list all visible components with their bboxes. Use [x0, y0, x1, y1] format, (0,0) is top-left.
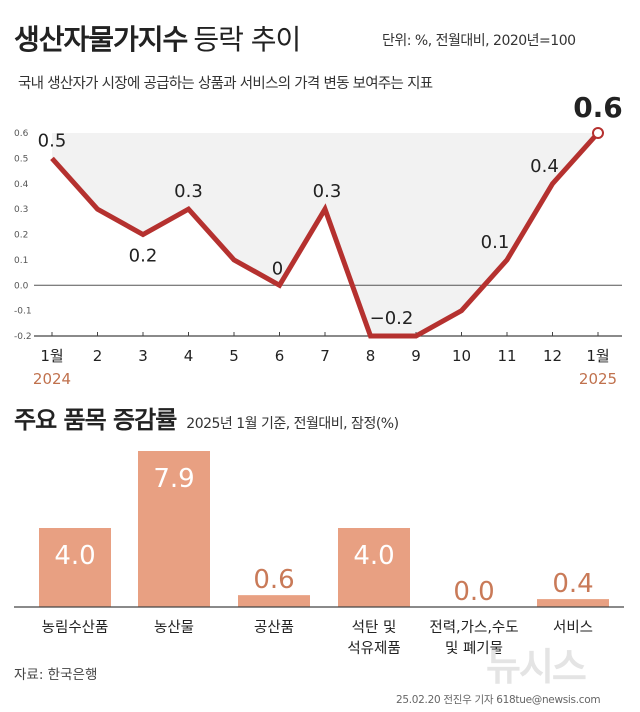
bar-category-label: 농산물 [154, 619, 194, 636]
bar-value-label: 0.4 [552, 569, 593, 599]
data-label: 0.4 [530, 156, 559, 177]
y-tick-label: -0.2 [14, 332, 32, 342]
x-tick-label: 11 [497, 347, 516, 365]
data-label: 0.1 [481, 232, 510, 253]
line-chart: 0.6 0.5 0.4 0.3 0.2 0.1 0.0 -0.1 -0.2 1월 2 3 4 5 6 7 8 9 1… [14, 91, 623, 388]
x-tick-label: 6 [275, 347, 285, 365]
bar-category-label: 전력,가스,수도 [429, 619, 518, 636]
bar-value-label: 4.0 [353, 541, 394, 571]
bar [338, 528, 410, 607]
title-suffix: 등락 추이 [193, 23, 301, 56]
bar-category-label: 석탄 및 [352, 619, 397, 636]
bar-category-label: 석유제품 [347, 640, 400, 657]
x-tick-label: 1월 [40, 347, 63, 365]
section2-title: 주요 품목 증감률 [14, 406, 177, 434]
bar-value-label: 0.6 [253, 565, 294, 595]
section2-note: 2025년 1월 기준, 전월대비, 잠정(%) [186, 416, 399, 432]
unit-note: 단위: %, 전월대비, 2020년=100 [382, 33, 576, 49]
x-tick-label: 1월 [586, 347, 609, 365]
data-label: −0.2 [370, 308, 414, 329]
source-note: 자료: 한국은행 [14, 667, 98, 683]
x-tick-label: 8 [366, 347, 376, 365]
title-main: 생산자물가지수 [14, 23, 188, 56]
x-tick-label: 9 [411, 347, 421, 365]
y-tick-label: 0.2 [14, 231, 28, 241]
y-tick-label: 0.3 [14, 205, 28, 215]
chart-subtitle: 국내 생산자가 시장에 공급하는 상품과 서비스의 가격 변동 보여주는 지표 [18, 76, 433, 92]
y-tick-label: 0.4 [14, 180, 29, 190]
x-tick-label: 4 [184, 347, 194, 365]
bar-category-label: 및 폐기물 [445, 640, 503, 657]
y-tick-label: 0.0 [14, 281, 29, 291]
year-label: 2025 [579, 370, 617, 388]
data-label: 0.2 [129, 246, 158, 267]
chart-title: 생산자물가지수 등락 추이 [14, 18, 301, 58]
series-line [50, 131, 600, 339]
y-tick-label: -0.1 [14, 307, 32, 317]
chart-area-fill [52, 133, 598, 336]
data-label: 0.3 [313, 181, 342, 202]
bar [39, 528, 111, 607]
watermark-logo: 뉴시스 [486, 645, 587, 689]
x-tick-label: 3 [138, 347, 148, 365]
x-tick-label: 12 [543, 347, 562, 365]
x-tick-label: 2 [93, 347, 103, 365]
x-tick-label: 5 [229, 347, 239, 365]
y-tick-label: 0.5 [14, 154, 28, 164]
data-label: 0 [272, 258, 283, 279]
bar [537, 599, 609, 607]
bar-category-label: 공산품 [254, 619, 294, 636]
bar [238, 595, 310, 607]
data-label: 0.5 [38, 130, 67, 151]
data-label: 0.6 [573, 91, 623, 124]
bar-value-label: 4.0 [54, 541, 95, 571]
bar-value-label: 0.0 [453, 577, 494, 607]
bar [138, 451, 210, 607]
bar-category-label: 서비스 [553, 619, 593, 636]
year-label: 2024 [33, 370, 71, 388]
credit-note: 25.02.20 전진우 기자 618tue@newsis.com [396, 694, 601, 706]
x-tick-label: 7 [320, 347, 330, 365]
y-tick-label: 0.1 [14, 256, 28, 266]
x-tick-label: 10 [452, 347, 471, 365]
y-tick-label: 0.6 [14, 129, 29, 139]
bar-category-label: 농림수산품 [42, 619, 109, 636]
last-point-marker [592, 127, 604, 139]
section2-header: 주요 품목 증감률 2025년 1월 기준, 전월대비, 잠정(%) [14, 400, 399, 435]
data-label: 0.3 [174, 181, 203, 202]
bar-value-label: 7.9 [153, 464, 194, 494]
